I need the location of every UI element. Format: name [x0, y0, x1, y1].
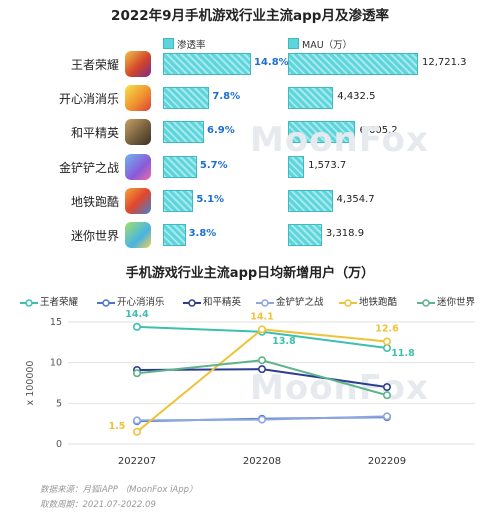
penetration-bar — [163, 189, 194, 212]
legend-line-marker — [97, 298, 115, 307]
penetration-bar — [163, 87, 210, 110]
game-name-label: 迷你世界 — [70, 229, 119, 243]
mau-bar — [288, 87, 334, 110]
legend-item: 地铁跑酷 — [339, 296, 397, 310]
mau-value: 4,354.7 — [336, 193, 375, 205]
legend-line-marker — [417, 298, 435, 307]
x-tick-label: 202209 — [368, 456, 406, 467]
watermark-top: MoonFox — [250, 120, 429, 160]
y-tick-label: 15 — [50, 317, 62, 328]
data-point — [257, 356, 266, 365]
legend-item-label: 地铁跑酷 — [359, 297, 398, 308]
mau-value: 4,432.5 — [337, 91, 376, 103]
game-name-label: 和平精英 — [70, 126, 119, 141]
game-name-label: 金铲铲之战 — [58, 160, 119, 175]
data-label: 11.8 — [391, 348, 415, 359]
data-period: 取数周期：2021.07-2022.09 — [40, 500, 156, 510]
legend-mau-label: MAU（万） — [302, 40, 353, 51]
data-label: 14.4 — [125, 309, 149, 320]
y-axis-label: x 100000 — [25, 361, 36, 406]
legend-line-marker — [339, 298, 357, 307]
y-tick-label: 10 — [50, 358, 62, 369]
legend-mau: MAU（万） — [288, 37, 352, 51]
legend-item: 开心消消乐 — [97, 296, 165, 310]
mini-world-app-icon — [125, 222, 151, 248]
penetration-bar — [163, 224, 186, 246]
data-point — [133, 369, 142, 378]
legend-item-label: 迷你世界 — [437, 297, 476, 308]
watermark-bottom: MoonFox — [250, 368, 429, 408]
penetration-value: 5.7% — [199, 159, 228, 171]
line-chart-title: 手机游戏行业主流app日均新增用户（万） — [125, 266, 375, 281]
mau-bar — [288, 224, 322, 246]
penetration-bar — [163, 53, 251, 75]
data-point — [257, 365, 266, 374]
legend-item-label: 王者荣耀 — [40, 297, 79, 308]
legend-line-marker — [183, 298, 201, 307]
y-tick-label: 5 — [56, 398, 62, 409]
data-point — [257, 415, 266, 424]
data-label: 1.5 — [109, 421, 126, 432]
legend-item-label: 金铲铲之战 — [276, 297, 324, 308]
jinchanchan-app-icon — [125, 153, 151, 180]
data-point — [133, 322, 142, 331]
legend-swatch — [163, 38, 174, 49]
penetration-value: 5.1% — [196, 193, 225, 205]
xiaoxiaole-app-icon — [125, 85, 151, 112]
penetration-value: 3.8% — [188, 228, 217, 239]
legend-item-label: 和平精英 — [203, 297, 242, 308]
data-point — [133, 427, 142, 436]
penetration-bar — [163, 121, 205, 144]
legend-item: 和平精英 — [183, 296, 241, 310]
mau-bar — [288, 155, 305, 178]
legend-item: 迷你世界 — [417, 296, 475, 310]
mau-value: 12,721.3 — [422, 57, 467, 68]
legend-item: 金铲铲之战 — [256, 296, 324, 310]
game-name-label: 地铁跑酷 — [70, 194, 119, 209]
y-tick-label: 0 — [56, 439, 62, 450]
legend-item: 王者荣耀 — [20, 296, 78, 310]
data-point — [382, 391, 391, 400]
legend-penetration-label: 渗透率 — [177, 40, 206, 51]
x-tick-label: 202208 — [243, 456, 281, 467]
heping-app-icon — [125, 119, 151, 146]
legend-line-marker — [256, 298, 274, 307]
data-label: 12.6 — [375, 324, 399, 335]
mau-value: 3,318.9 — [325, 228, 365, 239]
data-point — [133, 416, 142, 425]
penetration-value: 14.8% — [254, 57, 289, 68]
game-name-label: 开心消消乐 — [58, 92, 119, 107]
mau-bar — [288, 189, 333, 212]
legend-item-label: 开心消消乐 — [117, 297, 165, 308]
data-point — [382, 344, 391, 353]
ditie-app-icon — [125, 187, 151, 214]
mau-value: 6,605.2 — [359, 125, 398, 137]
legend-swatch — [288, 38, 299, 49]
legend-line-marker — [20, 298, 38, 307]
legend-penetration: 渗透率 — [163, 37, 206, 51]
data-point — [382, 337, 391, 346]
mau-bar — [288, 121, 356, 144]
penetration-value: 6.9% — [207, 125, 235, 137]
data-label: 14.1 — [250, 311, 273, 322]
data-point — [382, 383, 391, 392]
wangzhe-app-icon — [125, 51, 151, 77]
mau-value: 1,573.7 — [308, 159, 347, 171]
mau-bar — [288, 53, 418, 75]
data-source: 数据来源：月狐iAPP （MoonFox iApp） — [40, 485, 198, 495]
penetration-value: 7.8% — [212, 91, 241, 103]
game-name-label: 王者荣耀 — [70, 58, 119, 72]
data-label: 13.8 — [272, 336, 296, 347]
bar-chart-title: 2022年9月手机游戏行业主流app月及渗透率 — [111, 8, 389, 24]
x-tick-label: 202207 — [118, 456, 156, 467]
penetration-bar — [163, 155, 197, 178]
data-point — [257, 325, 266, 334]
data-point — [382, 412, 391, 421]
